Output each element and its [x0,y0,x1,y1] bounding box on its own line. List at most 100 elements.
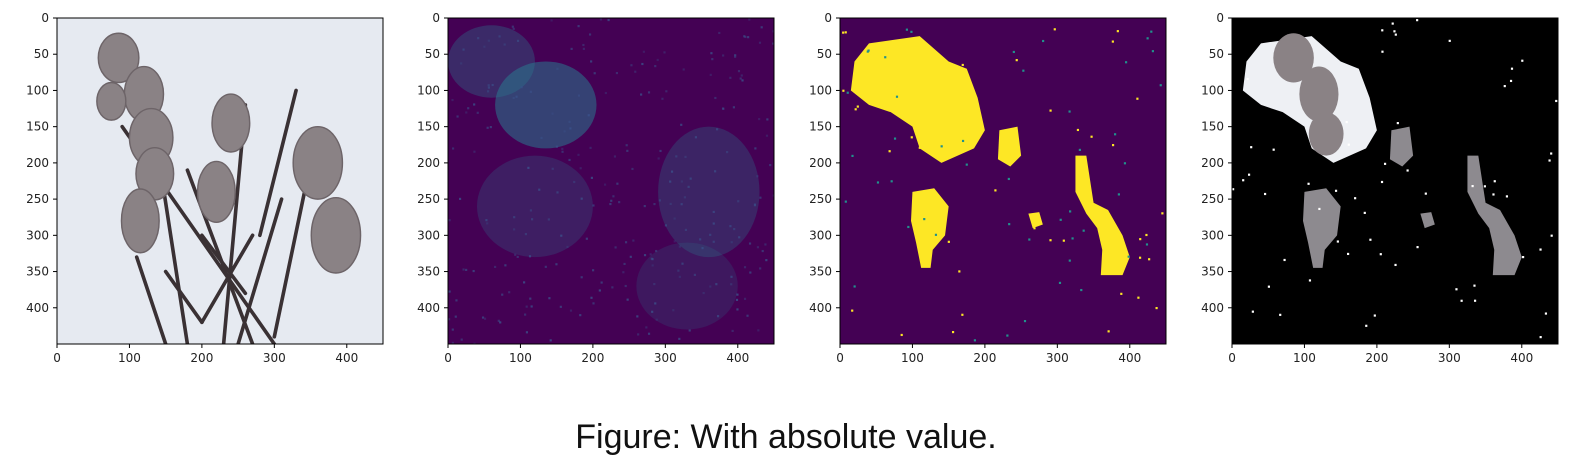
masked-speck [1318,207,1321,211]
mask-speck [947,240,950,243]
saliency-speck [673,217,676,220]
mask-speck [854,108,857,111]
saliency-hotspot [495,61,597,149]
mask-speck [1028,238,1031,241]
masked-speck [1473,284,1476,287]
saliency-speck [587,114,590,117]
saliency-speck [523,281,526,284]
saliency-speck [498,35,501,38]
mask-speck [1123,162,1127,165]
mask-speck [1059,218,1062,221]
axes-frame [56,17,384,345]
panel-masked-image: 0 50 100 150 200 250 300 350 400 0 100 200 300 400 [1201,11,1559,365]
saliency-speck [555,263,558,266]
y-tick-label: 300 [417,228,440,242]
saliency-speck [616,182,619,185]
mask-speck [1138,256,1142,259]
mask-speck [893,137,897,140]
saliency-speck [729,225,732,228]
y-tick-label: 50 [1209,47,1224,61]
saliency-speck [743,35,746,38]
saliency-speck [618,201,621,204]
saliency-speck [661,97,664,100]
masked-speck [1522,255,1525,259]
saliency-speck [530,305,533,308]
masked-speck [1381,29,1384,32]
saliency-speck [455,299,458,302]
saliency-speck [675,155,678,158]
mask-speck [958,270,961,273]
masked-speck [1383,162,1387,165]
saliency-speck [525,331,529,334]
x-tick-label: 0 [53,351,61,365]
saliency-speck [733,227,736,231]
masked-speck [1448,39,1451,42]
saliency-speck [743,297,747,300]
mask-speck [1062,239,1065,242]
saliency-speck [592,269,595,272]
masked-speck [1406,169,1409,172]
saliency-hotspot [658,126,760,258]
saliency-speck [491,83,494,87]
figure-panels: 0 50 100 150 200 250 300 350 400 0 100 200 300 400 0 50… [26,11,1559,365]
mask-speck [890,180,893,183]
saliency-speck [481,316,485,319]
saliency-speck [614,246,617,249]
mask-speck [1049,109,1052,112]
masked-speck [1307,182,1310,185]
saliency-speck [734,55,737,58]
saliency-speck [549,339,552,342]
saliency-speck [647,91,651,94]
saliency-speck [473,150,476,153]
masked-speck [1544,312,1548,315]
masked-speck [1473,299,1477,302]
masked-speck [1416,246,1419,249]
saliency-speck [651,310,654,313]
masked-speck [1345,120,1348,124]
saliency-speck [741,79,744,82]
saliency-speck [740,74,743,77]
masked-speck [1521,59,1524,62]
x-tick-label: 0 [836,351,844,365]
masked-speck [1380,180,1384,184]
y-tick-label: 200 [809,156,832,170]
saliency-speck [678,245,681,248]
masked-speck [1363,211,1366,214]
saliency-speck [709,233,712,236]
mask-speck [876,181,880,184]
y-tick-label: 150 [26,120,49,134]
panel-threshold-mask: 0 50 100 150 200 250 300 350 400 0 100 200 300 400 [809,11,1167,365]
saliency-speck [477,37,480,40]
saliency-speck [458,197,462,200]
saliency-speck [682,68,685,71]
mask-speck [856,105,859,108]
saliency-speck [486,126,489,129]
mask-speck [918,146,921,149]
saliency-speck [467,107,470,110]
mask-speck [891,93,895,96]
saliency-speck [687,185,690,188]
panel-input-image: 0 50 100 150 200 250 300 350 400 0 100 200 300 400 [26,11,384,365]
mask-region [850,36,985,163]
y-tick-label: 50 [425,47,440,61]
saliency-speck [736,293,739,296]
saliency-speck [653,202,656,206]
mask-speck [934,233,938,236]
mask-speck [1008,153,1011,157]
saliency-speck [580,276,583,279]
masked-speck [1369,238,1372,241]
masked-speck [1334,189,1338,192]
saliency-speck [743,266,747,269]
y-tick-label: 200 [417,156,440,170]
y-tick-label: 200 [1201,156,1224,170]
mask-speck [1150,30,1153,33]
x-tick-label: 400 [1118,351,1141,365]
saliency-speck [643,204,646,208]
saliency-speck [709,73,712,76]
masked-speck [1247,173,1251,176]
x-tick-label: 300 [654,351,677,365]
saliency-speck [765,134,769,137]
masked-speck [1354,197,1357,200]
saliency-speck [683,196,687,199]
saliency-speck [670,170,674,173]
